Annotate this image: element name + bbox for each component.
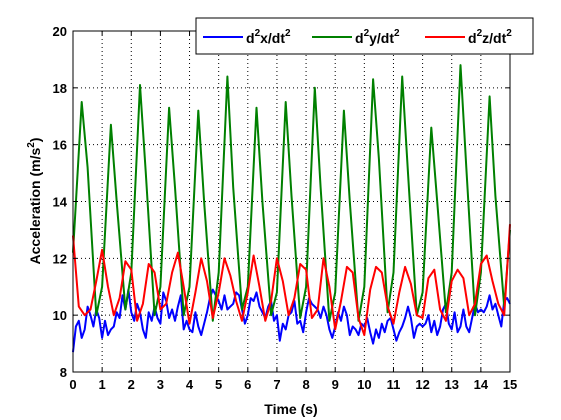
x-tick-label: 2: [128, 377, 135, 392]
x-tick-label: 15: [503, 377, 517, 392]
x-tick-label: 1: [99, 377, 106, 392]
y-tick-label: 16: [53, 138, 67, 153]
x-tick-label: 6: [244, 377, 251, 392]
x-tick-label: 8: [302, 377, 309, 392]
y-tick-label: 10: [53, 308, 67, 323]
y-tick-label: 18: [53, 81, 67, 96]
y-tick-label: 8: [60, 365, 67, 380]
legend-box: [195, 17, 534, 55]
x-tick-label: 14: [474, 377, 489, 392]
series-line-2: [72, 224, 511, 337]
series-line-1: [72, 64, 511, 322]
x-tick-label: 3: [157, 377, 164, 392]
legend: d2x/dt2 d2y/dt2 d2z/dt2: [195, 17, 534, 55]
y-tick-label: 14: [53, 195, 68, 210]
x-tick-label: 7: [273, 377, 280, 392]
x-tick-label: 0: [69, 377, 76, 392]
series-line-0: [72, 288, 511, 353]
x-tick-label: 4: [186, 377, 194, 392]
x-tick-label: 10: [357, 377, 371, 392]
x-tick-label: 13: [444, 377, 458, 392]
y-tick-label: 12: [53, 251, 67, 266]
legend-label-2: d2z/dt2: [468, 28, 512, 46]
x-axis-label: Time (s): [264, 401, 317, 417]
x-tick-label: 11: [387, 377, 401, 392]
y-axis-label: Acceleration (m/s2): [26, 138, 43, 265]
x-axis-ticks: 0 1 2 3 4 5 6 7 8 9 10 11 12 13 14 15: [69, 31, 517, 392]
legend-label-1: d2y/dt2: [355, 28, 400, 46]
series-group: [72, 64, 511, 353]
x-tick-label: 12: [415, 377, 429, 392]
legend-label-0: d2x/dt2: [246, 28, 291, 46]
x-tick-label: 5: [215, 377, 222, 392]
grid-lines: [73, 31, 510, 372]
y-tick-label: 20: [53, 24, 67, 39]
y-axis-ticks: 8 10 12 14 16 18 20: [53, 24, 510, 380]
x-tick-label: 9: [332, 377, 339, 392]
